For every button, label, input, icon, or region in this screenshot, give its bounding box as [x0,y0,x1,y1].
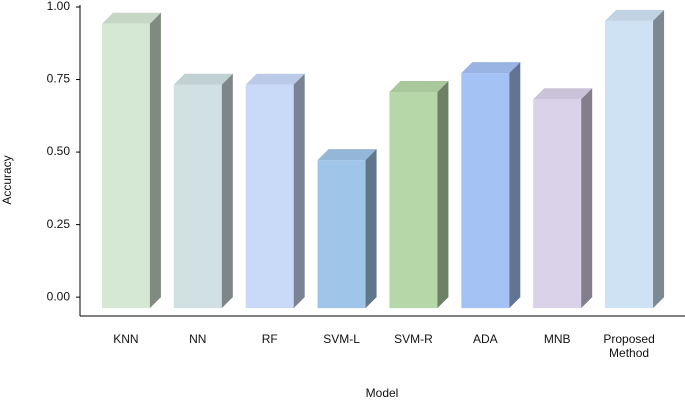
x-tick-label: ADA [472,332,498,346]
bar-front [533,99,582,309]
x-axis-label: Model [366,386,399,400]
x-tick-label: NN [189,332,207,346]
bar-top [389,80,449,92]
bar-top [173,73,233,85]
x-tick-label: KNN [113,332,139,346]
bar-side [581,88,593,309]
x-tick-label: RF [261,332,278,346]
bar-front [101,23,150,309]
bar [173,73,233,309]
y-tick-label: 0.00 [47,289,71,303]
bar [605,9,665,309]
bar-side [509,62,521,309]
x-tick-label: SVM-R [394,332,433,346]
bar-front [245,84,294,309]
bar-side [221,73,233,309]
bar-front [173,84,222,309]
bar [461,62,521,309]
y-axis-label: Accuracy [0,155,14,204]
bar-top [245,73,305,85]
bar-side [653,9,665,309]
bar-top [317,149,377,161]
bar-front [317,160,366,309]
bar-side [149,12,161,309]
bar [533,88,593,309]
y-tick-label: 0.50 [47,144,71,158]
x-tick-label: SVM-L [323,332,360,346]
bar-front [389,91,438,309]
bar [317,149,377,309]
bar-front [461,73,510,309]
bar [389,80,449,309]
bar [245,73,305,309]
x-tick-label: MNB [543,332,571,346]
y-tick-label: 0.75 [47,72,71,86]
bar [101,12,161,309]
bar-side [293,73,305,309]
bar-top [461,62,521,74]
bar-top [533,88,593,100]
bar-top [605,9,665,21]
bar-front [605,20,654,309]
y-tick-label: 1.00 [47,0,71,13]
x-tick-label: Proposed Method [603,332,655,360]
bar-side [437,80,449,309]
bar-top [101,12,161,24]
y-tick-label: 0.25 [47,217,71,231]
bar-side [365,149,377,309]
